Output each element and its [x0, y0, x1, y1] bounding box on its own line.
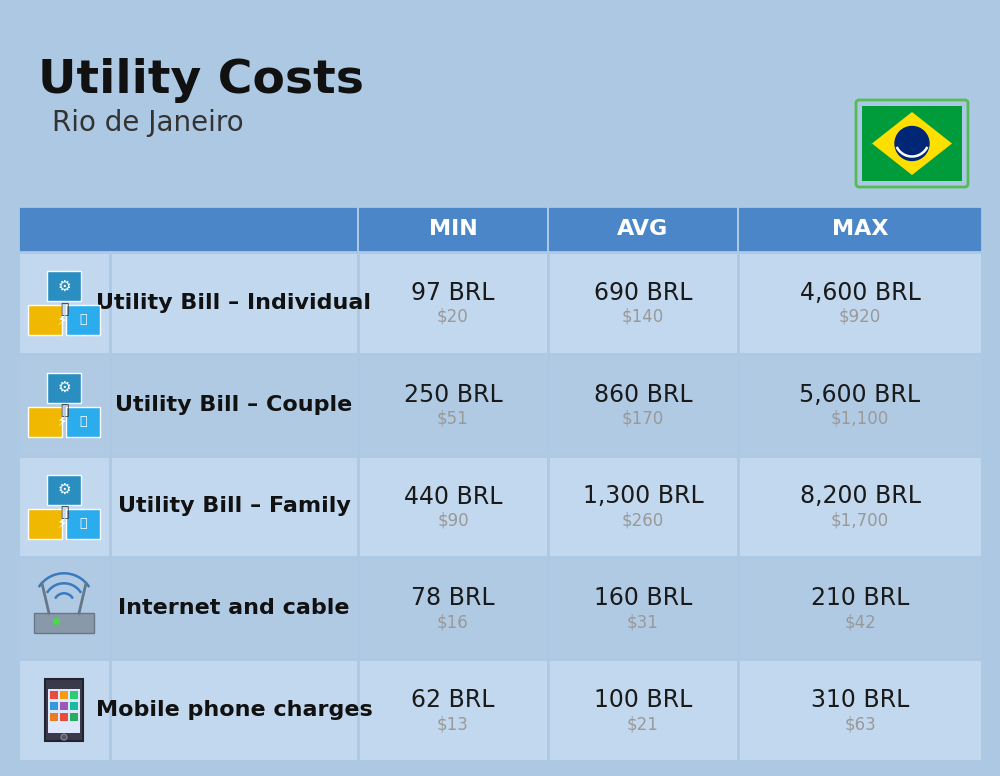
- Circle shape: [61, 734, 67, 740]
- Text: $140: $140: [622, 308, 664, 326]
- Text: ⚡: ⚡: [57, 313, 67, 327]
- Bar: [28, 407, 62, 437]
- Text: ⚙: ⚙: [57, 482, 71, 497]
- Polygon shape: [872, 112, 952, 175]
- Text: 78 BRL: 78 BRL: [411, 587, 495, 610]
- Text: ⚙: ⚙: [57, 380, 71, 395]
- Text: ⚡: ⚡: [57, 414, 67, 429]
- Text: $1,700: $1,700: [831, 511, 889, 529]
- Text: 100 BRL: 100 BRL: [594, 688, 692, 712]
- Bar: [862, 106, 962, 181]
- Bar: [28, 305, 62, 335]
- Text: 👤: 👤: [60, 505, 68, 519]
- Text: 97 BRL: 97 BRL: [411, 281, 495, 305]
- Text: Mobile phone charges: Mobile phone charges: [96, 700, 372, 720]
- Text: Utility Bill – Couple: Utility Bill – Couple: [115, 395, 353, 414]
- Bar: [28, 508, 62, 539]
- Bar: [47, 271, 81, 301]
- Bar: [70, 713, 78, 721]
- Text: $20: $20: [437, 308, 469, 326]
- Text: Utility Bill – Individual: Utility Bill – Individual: [96, 293, 372, 313]
- Bar: [50, 691, 58, 699]
- Text: 8,200 BRL: 8,200 BRL: [800, 484, 920, 508]
- Text: Utility Costs: Utility Costs: [38, 58, 364, 103]
- Bar: [66, 305, 100, 335]
- Text: $260: $260: [622, 511, 664, 529]
- Bar: [34, 613, 94, 633]
- Text: 440 BRL: 440 BRL: [404, 484, 502, 508]
- Text: $170: $170: [622, 410, 664, 428]
- Bar: [66, 508, 100, 539]
- Bar: [45, 679, 83, 741]
- Text: $51: $51: [437, 410, 469, 428]
- Bar: [60, 691, 68, 699]
- Text: $13: $13: [437, 715, 469, 733]
- Text: 250 BRL: 250 BRL: [404, 383, 502, 407]
- Text: 1,300 BRL: 1,300 BRL: [583, 484, 703, 508]
- Bar: [737, 206, 739, 252]
- Text: $1,100: $1,100: [831, 410, 889, 428]
- Bar: [70, 691, 78, 699]
- Text: 210 BRL: 210 BRL: [811, 587, 909, 610]
- Text: 👤: 👤: [60, 404, 68, 417]
- Bar: [18, 557, 982, 659]
- Text: $21: $21: [627, 715, 659, 733]
- Bar: [48, 689, 80, 733]
- Bar: [70, 702, 78, 710]
- Text: $90: $90: [437, 511, 469, 529]
- Bar: [18, 252, 982, 354]
- Bar: [18, 206, 982, 252]
- Text: 860 BRL: 860 BRL: [594, 383, 692, 407]
- Text: $31: $31: [627, 613, 659, 632]
- Bar: [50, 713, 58, 721]
- Text: 5,600 BRL: 5,600 BRL: [799, 383, 921, 407]
- Bar: [47, 474, 81, 504]
- Bar: [66, 407, 100, 437]
- Text: 690 BRL: 690 BRL: [594, 281, 692, 305]
- Bar: [60, 713, 68, 721]
- Text: Utility Bill – Family: Utility Bill – Family: [118, 497, 350, 517]
- Text: $16: $16: [437, 613, 469, 632]
- Bar: [547, 206, 549, 252]
- Bar: [50, 702, 58, 710]
- Bar: [18, 659, 982, 761]
- Text: 🚰: 🚰: [79, 415, 87, 428]
- Text: Rio de Janeiro: Rio de Janeiro: [52, 109, 244, 137]
- Bar: [47, 372, 81, 403]
- Text: ⚙: ⚙: [57, 279, 71, 293]
- Circle shape: [895, 126, 929, 161]
- Text: 🚰: 🚰: [79, 314, 87, 327]
- Text: 4,600 BRL: 4,600 BRL: [800, 281, 920, 305]
- Text: $920: $920: [839, 308, 881, 326]
- Bar: [357, 206, 359, 252]
- Text: $42: $42: [844, 613, 876, 632]
- Bar: [18, 456, 982, 557]
- Text: ⚡: ⚡: [57, 516, 67, 531]
- Text: 🚰: 🚰: [79, 517, 87, 530]
- Text: AVG: AVG: [617, 219, 669, 239]
- Text: 310 BRL: 310 BRL: [811, 688, 909, 712]
- Text: $63: $63: [844, 715, 876, 733]
- Bar: [60, 702, 68, 710]
- Text: 👤: 👤: [60, 302, 68, 316]
- Text: Internet and cable: Internet and cable: [118, 598, 350, 618]
- Bar: [18, 354, 982, 456]
- Text: MAX: MAX: [832, 219, 888, 239]
- Text: MIN: MIN: [429, 219, 477, 239]
- Text: 160 BRL: 160 BRL: [594, 587, 692, 610]
- Text: 62 BRL: 62 BRL: [411, 688, 495, 712]
